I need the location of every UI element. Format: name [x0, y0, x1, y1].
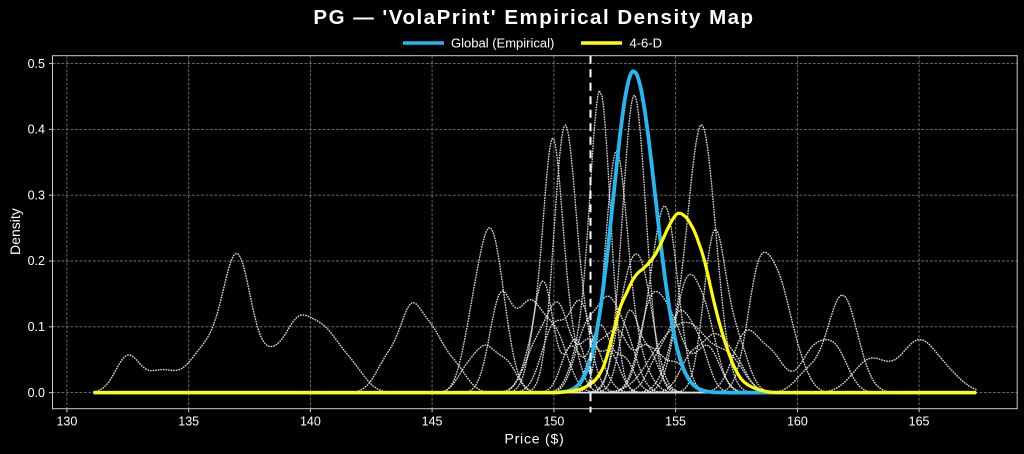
svg-text:160: 160: [787, 415, 808, 429]
svg-text:Density: Density: [7, 208, 23, 255]
svg-text:Global (Empirical): Global (Empirical): [451, 35, 554, 50]
svg-text:130: 130: [56, 415, 77, 429]
svg-text:135: 135: [178, 415, 199, 429]
svg-text:165: 165: [909, 415, 930, 429]
svg-text:140: 140: [300, 415, 321, 429]
svg-text:0.0: 0.0: [28, 386, 45, 400]
svg-text:PG — 'VolaPrint' Empirical Den: PG — 'VolaPrint' Empirical Density Map: [313, 6, 754, 29]
svg-text:0.4: 0.4: [28, 123, 45, 137]
svg-text:150: 150: [543, 415, 564, 429]
svg-text:155: 155: [665, 415, 686, 429]
svg-text:0.3: 0.3: [28, 188, 45, 202]
svg-text:0.5: 0.5: [28, 57, 45, 71]
svg-text:145: 145: [422, 415, 443, 429]
svg-text:Price ($): Price ($): [504, 431, 564, 447]
svg-text:0.2: 0.2: [28, 254, 45, 268]
svg-text:4-6-D: 4-6-D: [630, 35, 663, 50]
svg-text:0.1: 0.1: [28, 320, 45, 334]
